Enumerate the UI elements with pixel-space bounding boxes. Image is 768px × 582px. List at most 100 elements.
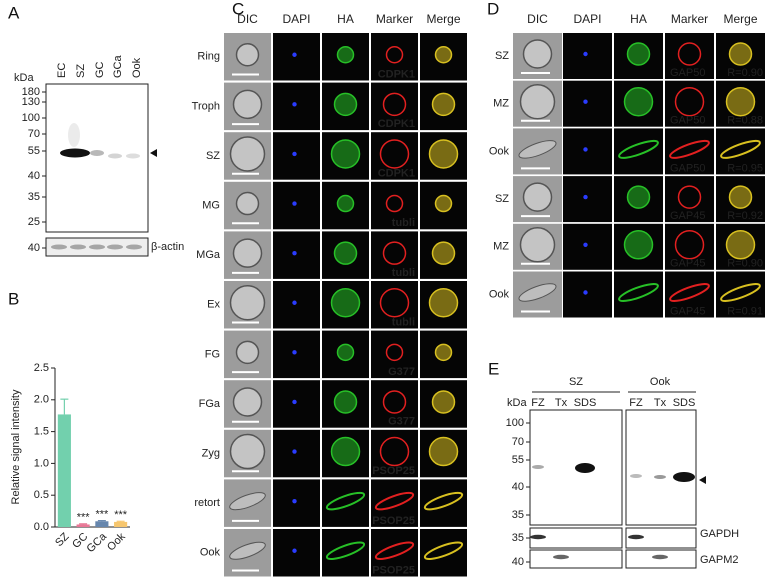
signal	[336, 194, 355, 213]
row-label: MGa	[196, 249, 221, 261]
marker-label: tubli	[392, 267, 415, 279]
band	[530, 534, 546, 540]
cell-outline	[235, 43, 260, 67]
signal	[330, 288, 361, 318]
lane-label: Tx	[654, 397, 667, 409]
lane-label: EC	[56, 63, 68, 78]
marker-label: tubli	[392, 217, 415, 229]
signal	[674, 86, 705, 117]
y-tick-label: 2.5	[34, 362, 49, 374]
lane-label: FZ	[531, 397, 545, 409]
signal	[725, 230, 756, 260]
cell-outline	[518, 283, 557, 302]
column-header: HA	[630, 12, 647, 26]
dapi-signal	[583, 194, 588, 200]
signal	[382, 390, 407, 414]
ladder-label: 25	[28, 216, 40, 228]
ladder-label: 55	[28, 145, 40, 157]
ladder-label: 70	[28, 128, 40, 140]
lane-label: SDS	[574, 397, 597, 409]
signal	[382, 92, 407, 117]
panel-label: E	[488, 359, 499, 378]
micrograph	[665, 176, 714, 223]
cell-outline	[235, 340, 260, 365]
significance: ***	[77, 512, 91, 524]
row-label: FG	[205, 348, 220, 360]
lane-label: SDS	[673, 397, 696, 409]
cell-outline	[229, 136, 266, 172]
signal	[434, 46, 453, 64]
smear	[68, 123, 80, 147]
marker-label: PSOP25	[372, 515, 415, 527]
blot	[625, 527, 697, 549]
micrograph	[371, 231, 418, 279]
ladder-label: 35	[512, 532, 524, 544]
band	[553, 554, 569, 560]
ladder-label: 130	[22, 96, 40, 108]
cell-outline	[519, 227, 556, 263]
column-header: Marker	[376, 12, 413, 26]
arrow	[699, 476, 706, 484]
signal	[728, 185, 753, 209]
dapi-signal	[583, 242, 588, 247]
dapi-signal	[292, 300, 297, 305]
signal	[333, 390, 358, 414]
dapi-signal	[292, 201, 297, 206]
band	[532, 465, 544, 469]
cell-outline	[229, 541, 266, 560]
micrograph	[273, 181, 320, 230]
band	[126, 153, 140, 159]
correlation: R=0.90	[727, 67, 763, 79]
dapi-signal	[292, 449, 297, 454]
micrograph	[563, 80, 612, 127]
band	[51, 244, 67, 250]
ladder-label: 35	[512, 509, 524, 521]
marker-label: PSOP25	[372, 465, 415, 477]
bar	[114, 521, 128, 527]
band	[90, 150, 104, 156]
dapi-signal	[292, 250, 297, 256]
signal	[382, 241, 407, 265]
micrograph	[273, 429, 320, 478]
cell-outline	[522, 39, 553, 69]
panel-label: D	[487, 0, 499, 18]
micrograph	[371, 181, 418, 230]
marker-label: CDPK1	[378, 118, 415, 130]
row-label: Ook	[489, 145, 510, 157]
signal	[379, 436, 410, 467]
column-header: Merge	[426, 12, 460, 26]
signal	[428, 139, 459, 169]
correlation: R=0.92	[727, 210, 763, 222]
signal	[330, 139, 361, 169]
ladder-label: 35	[28, 191, 40, 203]
column-header: DAPI	[573, 12, 601, 26]
band	[89, 244, 105, 250]
y-tick-label: 2.0	[34, 394, 49, 406]
bar	[76, 524, 90, 527]
dapi-signal	[292, 399, 297, 405]
arrow	[150, 149, 157, 157]
micrograph	[371, 380, 418, 428]
x-tick-label: Ook	[105, 530, 128, 553]
marker-label: GAP45	[670, 210, 705, 222]
lane-label: Tx	[555, 397, 568, 409]
band	[70, 244, 86, 250]
micrograph	[563, 128, 612, 175]
significance: ***	[95, 509, 109, 521]
row-label: Ook	[489, 288, 510, 300]
ladder-label: 40	[512, 481, 524, 493]
marker-label: GAP45	[670, 258, 705, 270]
signal	[623, 86, 654, 117]
signal	[385, 194, 404, 213]
band	[126, 244, 142, 250]
micrograph	[371, 82, 418, 131]
column-header: DIC	[527, 12, 548, 26]
row-label: Ring	[197, 51, 220, 63]
cell-outline	[518, 140, 557, 159]
marker-label: tubli	[392, 316, 415, 328]
y-tick-label: 0.5	[34, 489, 49, 501]
dapi-signal	[583, 290, 588, 295]
dapi-signal	[292, 151, 297, 157]
signal	[428, 436, 459, 467]
blot-label: β-actin	[151, 241, 184, 253]
